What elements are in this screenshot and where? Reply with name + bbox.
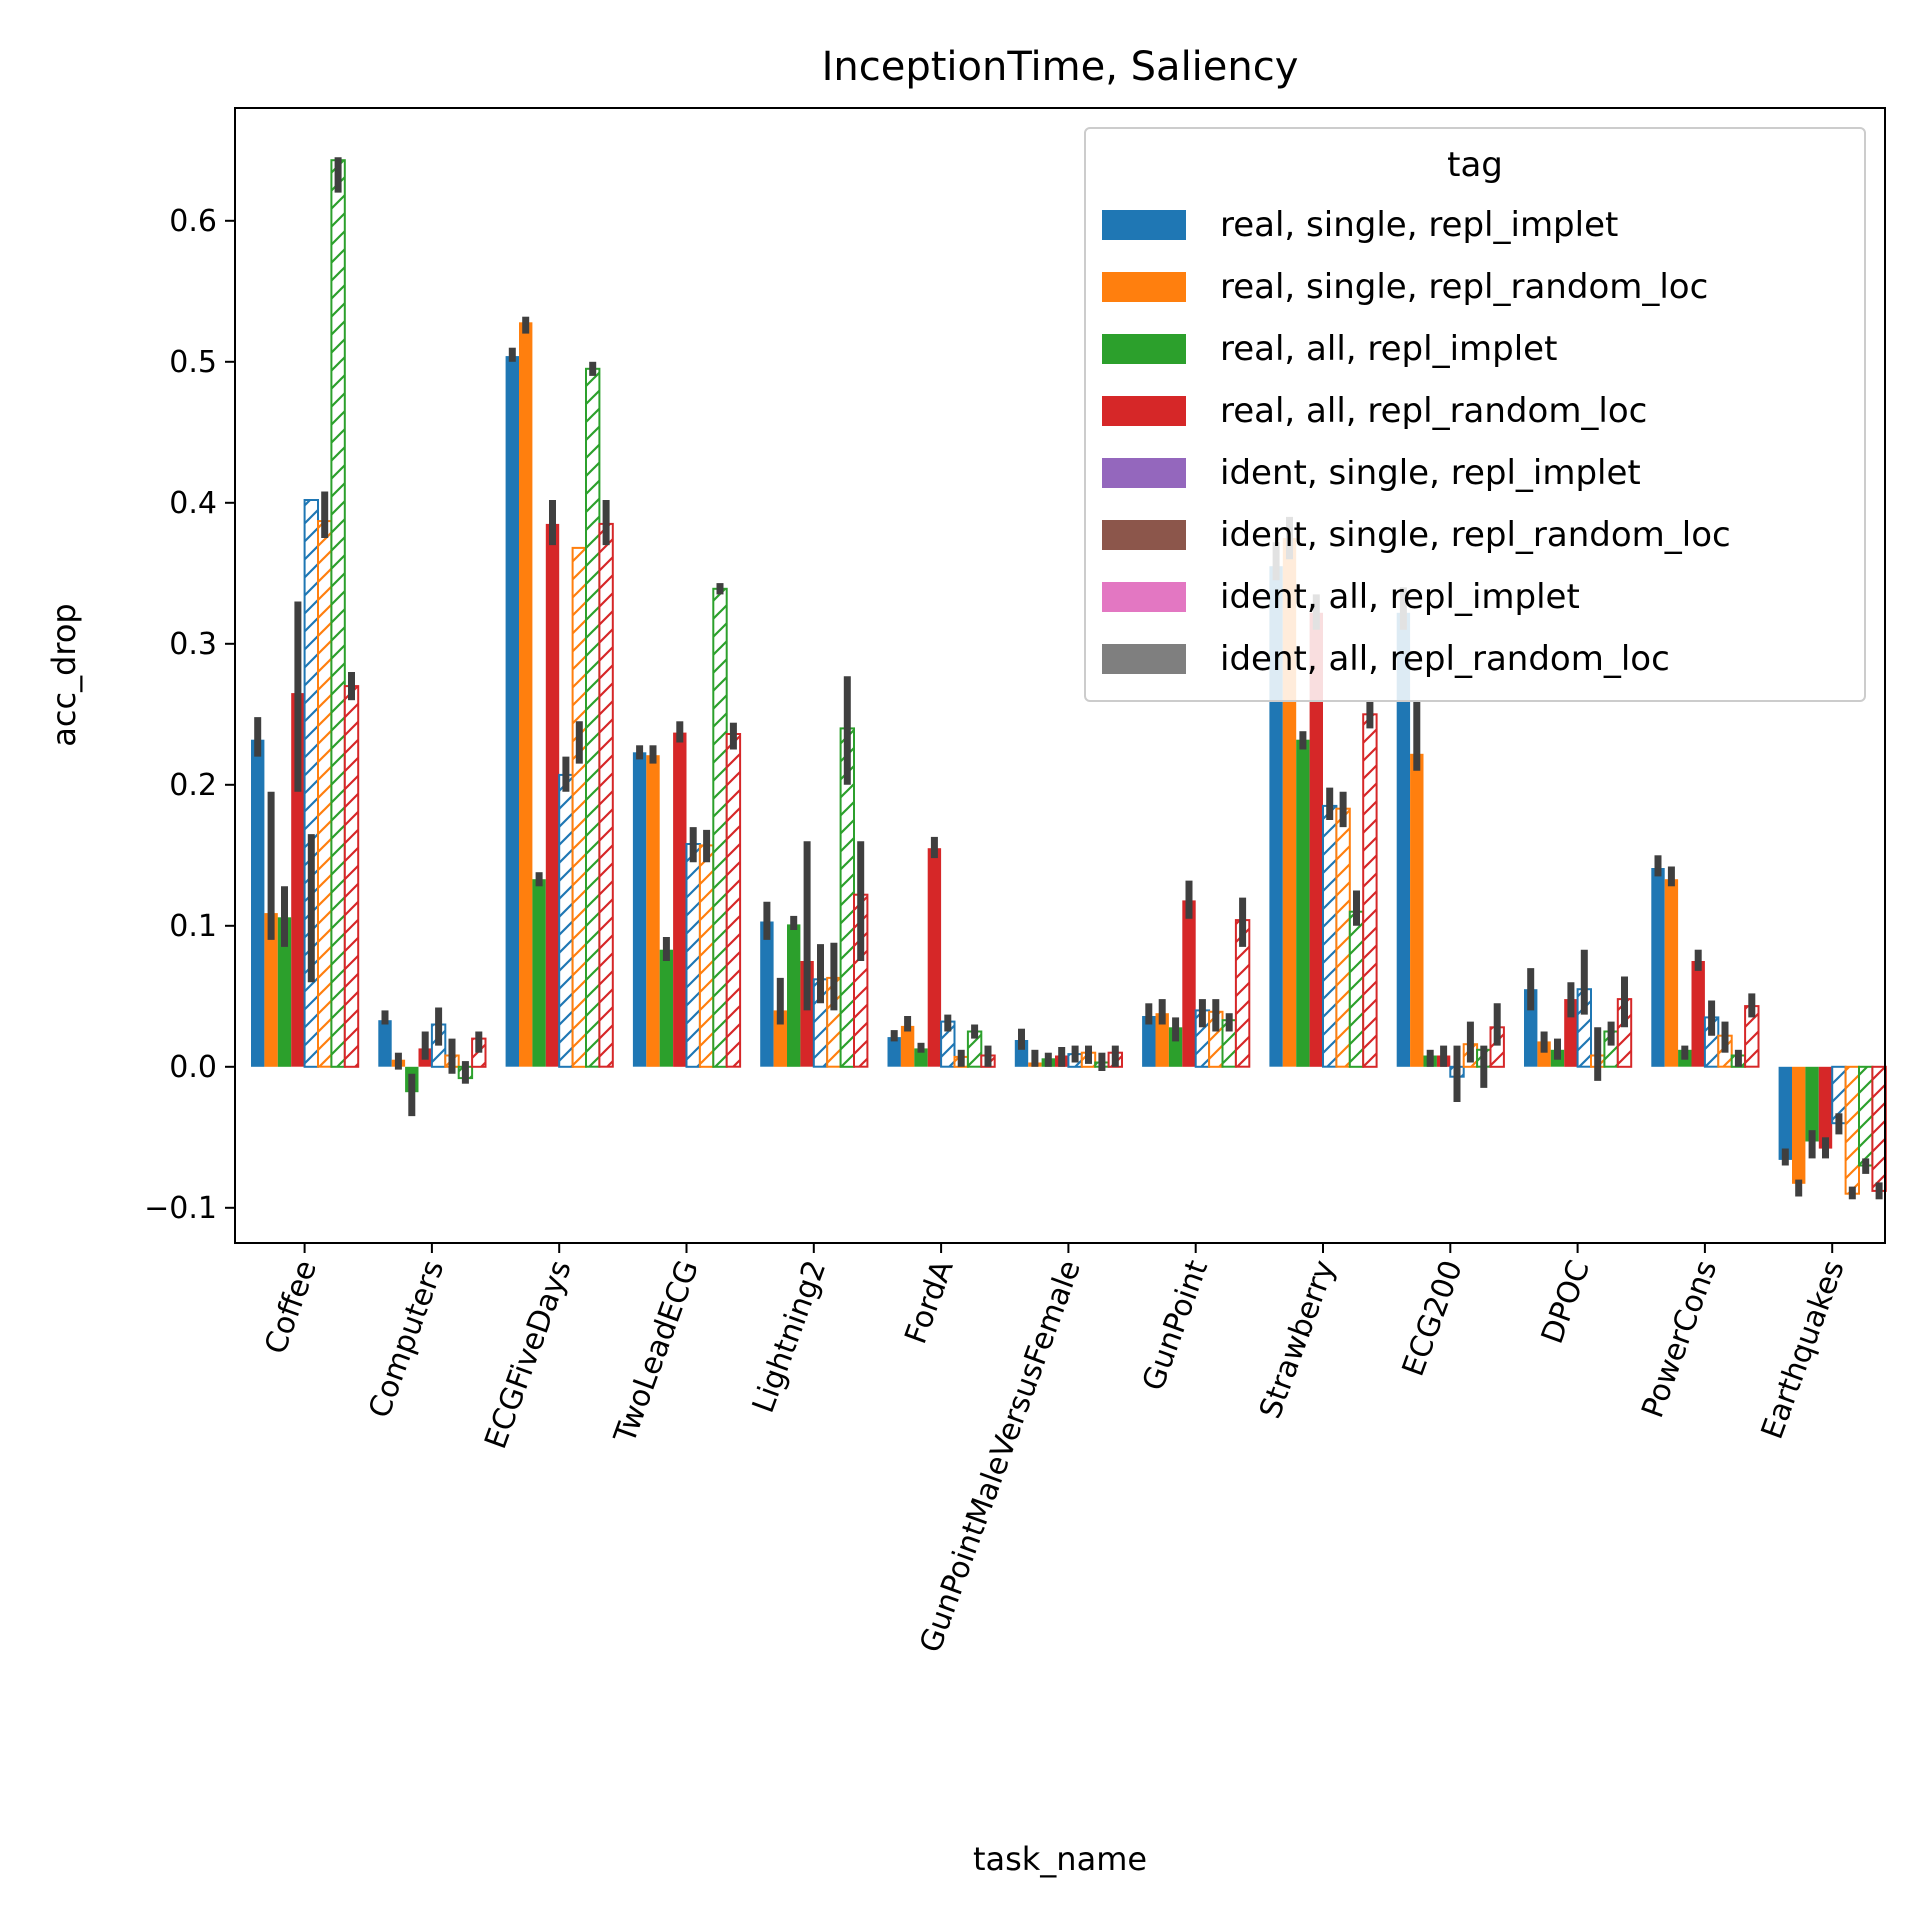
x-tick-label: DPOC — [1535, 1256, 1597, 1349]
legend-label: real, all, repl_implet — [1220, 329, 1557, 369]
y-tick-label: 0.4 — [169, 486, 217, 521]
legend-swatch — [1102, 644, 1186, 674]
bar-earthquakes-series-1 — [1778, 1066, 1792, 1160]
bar-strawberry-series-5 — [1322, 804, 1338, 1068]
chart-title: InceptionTime, Saliency — [822, 44, 1299, 90]
bar-coffee-series-3 — [277, 917, 292, 1067]
plot-frame — [234, 107, 1886, 1244]
bar-lightning2-series-1 — [760, 921, 774, 1067]
bar-forda-series-2 — [900, 1025, 915, 1067]
bar-strawberry-series-3 — [1296, 739, 1310, 1067]
bar-ecgfivedays-series-4 — [545, 523, 560, 1067]
bar-ecgfivedays-series-2 — [519, 322, 533, 1067]
legend-label: ident, all, repl_random_loc — [1220, 639, 1670, 679]
legend-swatch — [1102, 272, 1186, 302]
legend-frame — [1084, 127, 1866, 702]
bar-twoleadecg-series-7 — [712, 587, 728, 1068]
bar-earthquakes-series-8 — [1871, 1065, 1887, 1192]
y-tick-label: 0.6 — [169, 204, 217, 239]
legend-items: real, single, repl_implet real, single, r… — [1102, 205, 1731, 679]
bar-ecgfivedays-series-6 — [571, 546, 587, 1068]
legend-label: real, single, repl_random_loc — [1220, 267, 1708, 307]
x-tick-label: PowerCons — [1635, 1256, 1724, 1423]
bar-coffee-series-8 — [343, 685, 360, 1068]
legend-label: real, all, repl_random_loc — [1220, 391, 1647, 431]
y-tick-label: 0.0 — [169, 1050, 217, 1085]
legend-label: ident, all, repl_implet — [1220, 577, 1580, 617]
legend-title: tag — [1447, 145, 1503, 185]
bar-twoleadecg-series-3 — [659, 949, 674, 1067]
bar-forda-series-1 — [887, 1037, 901, 1067]
bar-earthquakes-series-7 — [1858, 1065, 1874, 1167]
bar-gunpoint-series-4 — [1182, 900, 1196, 1067]
bar-earthquakes-series-3 — [1805, 1066, 1819, 1142]
y-tick-label: 0.1 — [169, 909, 217, 944]
bar-powercons-series-4 — [1691, 961, 1705, 1067]
bar-coffee-series-1 — [251, 739, 265, 1067]
bar-earthquakes-series-4 — [1818, 1066, 1833, 1149]
bar-twoleadecg-series-6 — [698, 844, 715, 1068]
legend-swatch — [1102, 520, 1186, 550]
bar-ecgfivedays-series-7 — [585, 367, 601, 1068]
bar-ecgfivedays-series-8 — [598, 522, 614, 1068]
y-tick-label: −0.1 — [144, 1191, 217, 1226]
x-tick-label: TwoLeadECG — [607, 1256, 706, 1449]
legend-swatch — [1102, 210, 1186, 240]
x-axis: Coffee Computers ECGFiveDays TwoLeadECG Ligh… — [258, 1243, 1852, 1657]
bar-twoleadecg-series-5 — [685, 843, 701, 1068]
bar-ecg200-series-2 — [1410, 753, 1424, 1067]
bar-coffee-series-6 — [317, 520, 333, 1068]
legend-swatch — [1102, 458, 1186, 488]
bar-computers-series-1 — [378, 1020, 392, 1067]
bar-twoleadecg-series-4 — [673, 732, 687, 1067]
bar-strawberry-series-6 — [1335, 807, 1351, 1068]
bar-twoleadecg-series-1 — [632, 752, 647, 1067]
bar-lightning2-series-3 — [787, 924, 801, 1067]
x-tick-label: Lightning2 — [746, 1256, 833, 1418]
bar-strawberry-series-7 — [1348, 910, 1365, 1068]
x-tick-label: ECGFiveDays — [478, 1256, 578, 1454]
y-axis: −0.1 0.0 0.1 0.2 0.3 0.4 0.5 0.6 — [144, 204, 235, 1226]
x-tick-label: ECG200 — [1396, 1256, 1470, 1381]
x-tick-label: Computers — [362, 1256, 451, 1423]
bar-forda-series-3 — [914, 1048, 928, 1067]
bar-gunpoint-series-1 — [1142, 1016, 1156, 1067]
bar-strawberry-series-8 — [1362, 713, 1378, 1068]
legend-label: ident, single, repl_random_loc — [1220, 515, 1731, 555]
bar-ecgfivedays-series-5 — [558, 773, 574, 1068]
legend-label: real, single, repl_implet — [1220, 205, 1618, 245]
bar-powercons-series-1 — [1651, 868, 1665, 1067]
y-axis-title: acc_drop — [45, 603, 83, 746]
bar-earthquakes-series-6 — [1844, 1065, 1860, 1195]
x-axis-title: task_name — [973, 1840, 1147, 1878]
x-tick-label: Coffee — [258, 1256, 324, 1359]
bar-coffee-series-2 — [264, 913, 278, 1067]
x-tick-label: Earthquakes — [1755, 1256, 1852, 1444]
bar-twoleadecg-series-2 — [646, 755, 660, 1067]
legend-swatch — [1102, 334, 1186, 364]
bar-earthquakes-series-2 — [1792, 1066, 1806, 1184]
legend-swatch — [1102, 396, 1186, 426]
x-tick-label: Strawberry — [1253, 1256, 1342, 1423]
legend-label: ident, single, repl_implet — [1220, 453, 1641, 493]
bar-twoleadecg-series-8 — [725, 733, 742, 1068]
bar-coffee-series-7 — [330, 159, 346, 1068]
y-tick-label: 0.3 — [169, 627, 217, 662]
bar-forda-series-4 — [927, 848, 942, 1067]
y-tick-label: 0.2 — [169, 768, 217, 803]
bar-powercons-series-2 — [1664, 879, 1679, 1067]
x-tick-label: FordA — [898, 1255, 960, 1348]
bar-strawberry-series-4 — [1309, 612, 1323, 1067]
bar-ecgfivedays-series-1 — [505, 356, 519, 1067]
y-tick-label: 0.5 — [169, 345, 217, 380]
bar-ecgfivedays-series-3 — [532, 879, 546, 1067]
legend-swatch — [1102, 582, 1186, 612]
bar-gunpoint-series-2 — [1155, 1013, 1169, 1067]
bar-ecg200-series-1 — [1396, 612, 1411, 1067]
x-tick-label: GunPoint — [1136, 1256, 1215, 1396]
